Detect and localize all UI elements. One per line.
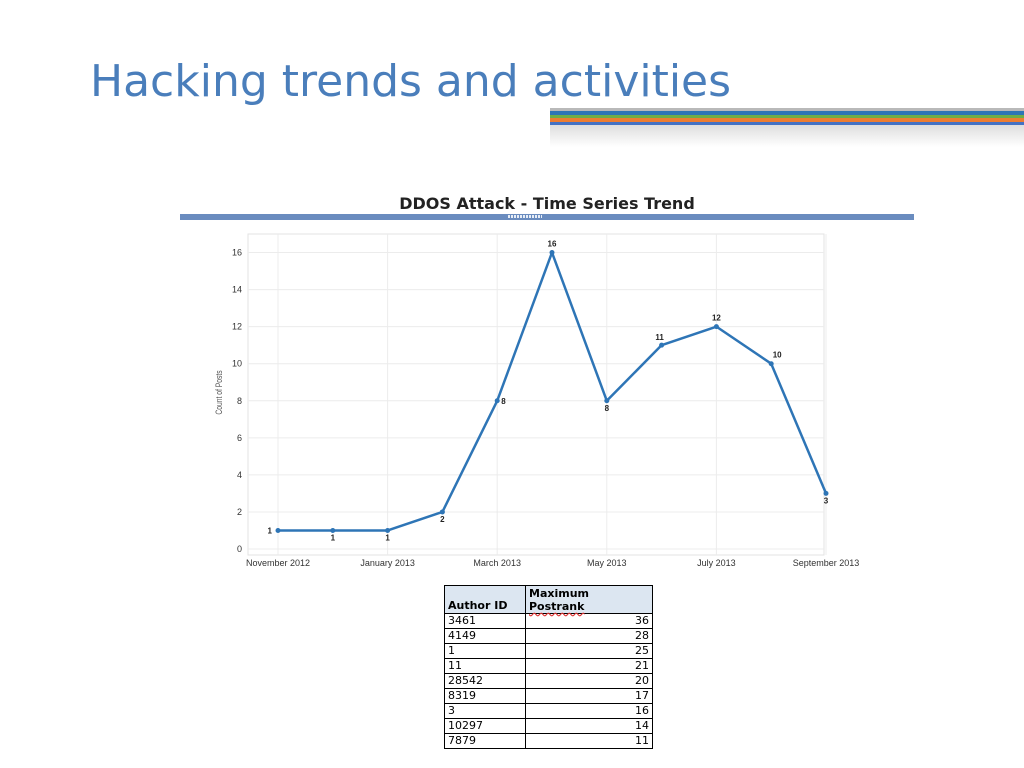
data-label: 2 bbox=[440, 515, 445, 524]
postrank-cell: 36 bbox=[525, 613, 653, 629]
table-row: 4149 28 bbox=[444, 628, 653, 644]
data-label: 1 bbox=[268, 526, 273, 535]
data-label: 16 bbox=[548, 240, 557, 249]
data-label: 1 bbox=[331, 533, 336, 542]
author-id-cell: 3 bbox=[444, 703, 526, 719]
data-label: 12 bbox=[712, 314, 721, 323]
x-tick-label: November 2012 bbox=[246, 558, 310, 568]
chart-title-grip bbox=[508, 215, 542, 218]
slide-title: Hacking trends and activities bbox=[90, 56, 732, 107]
table-row: 11 21 bbox=[444, 658, 653, 674]
postrank-cell: 25 bbox=[525, 643, 653, 659]
data-point bbox=[713, 324, 719, 330]
y-tick-label: 12 bbox=[232, 322, 242, 332]
postrank-cell: 28 bbox=[525, 628, 653, 644]
data-point bbox=[549, 250, 555, 256]
header-postrank: Postrank bbox=[529, 600, 585, 613]
table-row: 3 16 bbox=[444, 703, 653, 719]
y-tick-label: 4 bbox=[237, 470, 242, 480]
x-tick-label: July 2013 bbox=[697, 558, 736, 568]
header-maximum-postrank: Maximum Postrank bbox=[525, 585, 653, 614]
x-tick-label: January 2013 bbox=[360, 558, 415, 568]
y-tick-label: 10 bbox=[232, 359, 242, 369]
author-id-cell: 7879 bbox=[444, 733, 526, 749]
table-row: 10297 14 bbox=[444, 718, 653, 734]
postrank-table: Author ID Maximum Postrank 3461 36 4149 28 1… bbox=[444, 585, 653, 749]
author-id-cell: 3461 bbox=[444, 613, 526, 629]
y-tick-label: 2 bbox=[237, 507, 242, 517]
data-label: 1 bbox=[385, 533, 390, 542]
data-point bbox=[385, 527, 391, 533]
data-label: 10 bbox=[773, 351, 782, 360]
y-tick-label: 8 bbox=[237, 396, 242, 406]
data-point bbox=[494, 398, 500, 404]
postrank-cell: 17 bbox=[525, 688, 653, 704]
data-label: 8 bbox=[501, 397, 506, 406]
accent-bars bbox=[550, 108, 1024, 148]
chart-title-rule bbox=[180, 214, 914, 220]
data-point bbox=[439, 509, 445, 515]
table-row: 3461 36 bbox=[444, 613, 653, 629]
x-tick-label: September 2013 bbox=[793, 558, 860, 568]
y-tick-label: 14 bbox=[232, 285, 242, 295]
author-id-cell: 28542 bbox=[444, 673, 526, 689]
data-point bbox=[330, 527, 336, 533]
y-tick-label: 6 bbox=[237, 433, 242, 443]
table-row: 1 25 bbox=[444, 643, 653, 659]
author-id-cell: 8319 bbox=[444, 688, 526, 704]
header-author-id: Author ID bbox=[444, 585, 526, 614]
table-row: 28542 20 bbox=[444, 673, 653, 689]
postrank-cell: 20 bbox=[525, 673, 653, 689]
data-label: 11 bbox=[655, 333, 664, 342]
author-id-cell: 10297 bbox=[444, 718, 526, 734]
data-label: 8 bbox=[605, 404, 610, 413]
header-maximum: Maximum bbox=[529, 587, 589, 600]
postrank-cell: 14 bbox=[525, 718, 653, 734]
data-point bbox=[768, 361, 774, 367]
y-axis-label: Count of Posts bbox=[214, 370, 224, 414]
data-point bbox=[604, 398, 610, 404]
author-id-cell: 11 bbox=[444, 658, 526, 674]
plot-area bbox=[247, 233, 825, 556]
table-row: 7879 11 bbox=[444, 733, 653, 749]
x-tick-label: May 2013 bbox=[587, 558, 627, 568]
data-point bbox=[275, 527, 281, 533]
postrank-cell: 21 bbox=[525, 658, 653, 674]
table-row: 8319 17 bbox=[444, 688, 653, 704]
author-id-cell: 4149 bbox=[444, 628, 526, 644]
y-tick-label: 0 bbox=[237, 544, 242, 554]
postrank-cell: 11 bbox=[525, 733, 653, 749]
chart-title: DDOS Attack - Time Series Trend bbox=[399, 194, 695, 213]
data-label: 3 bbox=[824, 496, 829, 505]
author-id-cell: 1 bbox=[444, 643, 526, 659]
y-tick-label: 16 bbox=[232, 248, 242, 258]
data-point bbox=[659, 342, 665, 348]
x-tick-label: March 2013 bbox=[473, 558, 521, 568]
data-point bbox=[823, 490, 829, 496]
postrank-cell: 16 bbox=[525, 703, 653, 719]
